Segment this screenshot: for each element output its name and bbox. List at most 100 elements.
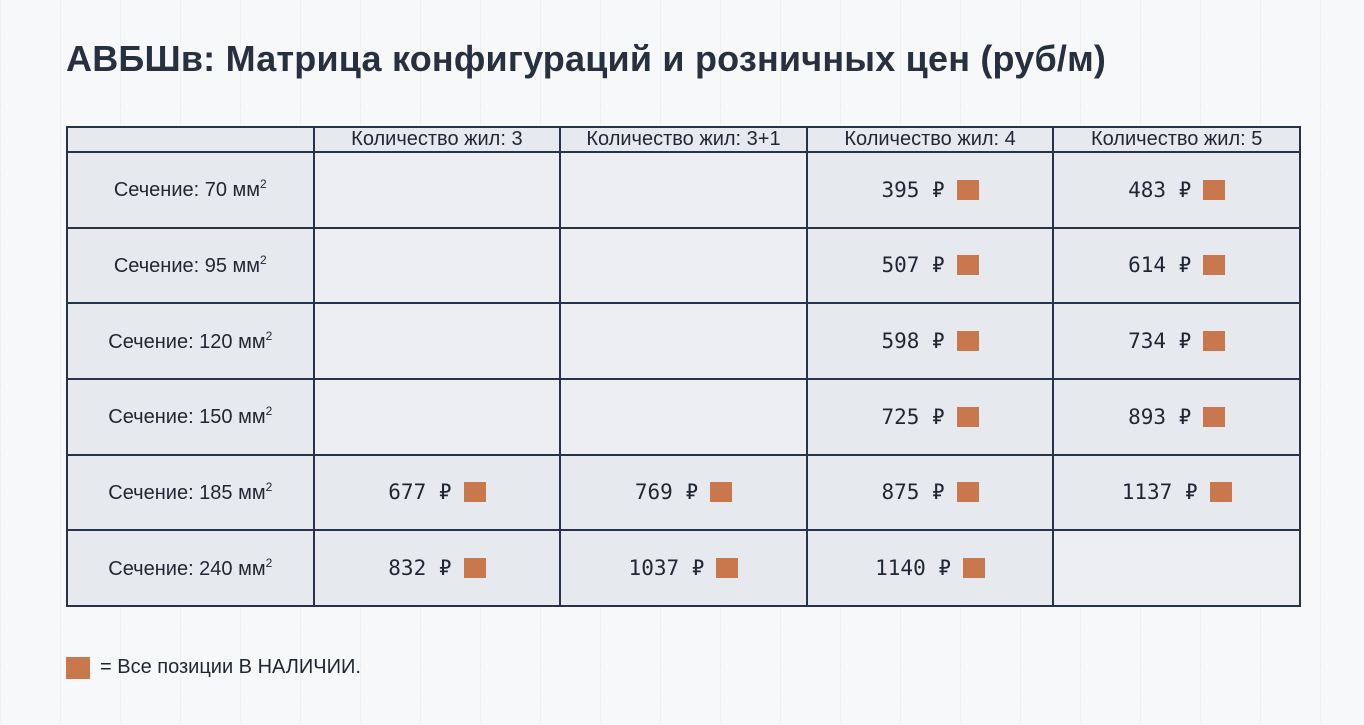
row-header-label: Сечение: 120 мм xyxy=(108,330,266,353)
price-text: 893 ₽ xyxy=(1128,404,1192,429)
price-cell: 483 ₽ xyxy=(1052,151,1301,229)
row-header-superscript: 2 xyxy=(265,328,273,343)
in-stock-square-icon xyxy=(956,482,979,503)
in-stock-square-icon xyxy=(710,482,733,503)
row-header: Сечение: 95 мм2 xyxy=(66,226,315,305)
price-cell: 614 ₽ xyxy=(1052,226,1301,305)
in-stock-square-icon xyxy=(1209,482,1232,503)
in-stock-square-icon xyxy=(1203,255,1226,276)
price-cell: 1137 ₽ xyxy=(1052,453,1301,532)
legend: = Все позиции В НАЛИЧИИ. xyxy=(66,656,361,679)
price-cell: 507 ₽ xyxy=(805,226,1055,305)
price-value-group: 832 ₽ xyxy=(388,556,486,580)
price-text: 875 ₽ xyxy=(881,480,945,505)
price-text: 598 ₽ xyxy=(881,329,945,354)
in-stock-square-icon xyxy=(956,255,979,276)
row-header-label: Сечение: 185 мм xyxy=(108,481,266,504)
row-header-superscript: 2 xyxy=(265,555,273,570)
in-stock-square-icon xyxy=(956,331,979,352)
row-header-superscript: 2 xyxy=(260,252,267,267)
price-value-group: 1140 ₽ xyxy=(875,556,985,580)
price-value-group: 734 ₽ xyxy=(1128,329,1226,354)
in-stock-square-icon xyxy=(963,558,985,579)
row-header-label: Сечение: 95 мм xyxy=(113,254,261,277)
table-row: Сечение: 95 мм2 507 ₽ 614 ₽ xyxy=(66,226,1301,305)
price-matrix-table: Количество жил: 3 Количество жил: 3+1 Ко… xyxy=(66,126,1301,607)
row-header-label: Сечение: 150 мм xyxy=(108,406,266,429)
in-stock-square-icon xyxy=(956,179,979,200)
price-value-group: 483 ₽ xyxy=(1128,177,1226,202)
price-cell: 598 ₽ xyxy=(805,302,1055,380)
row-header-superscript: 2 xyxy=(265,479,273,494)
price-value-group: 1037 ₽ xyxy=(629,556,739,580)
price-text: 507 ₽ xyxy=(881,253,945,278)
row-header: Сечение: 70 мм2 xyxy=(66,151,315,229)
table-row: Сечение: 150 мм2 725 ₽ 893 ₽ xyxy=(66,377,1301,456)
price-cell: 832 ₽ xyxy=(312,529,562,607)
price-text: 395 ₽ xyxy=(881,177,945,202)
in-stock-square-icon xyxy=(66,656,90,679)
price-value-group: 395 ₽ xyxy=(881,177,979,202)
column-header: Количество жил: 3 xyxy=(312,126,562,153)
row-header-superscript: 2 xyxy=(265,404,273,419)
row-header-label: Сечение: 240 мм xyxy=(108,557,266,580)
price-value-group: 1137 ₽ xyxy=(1122,480,1232,504)
in-stock-square-icon xyxy=(716,558,739,579)
in-stock-square-icon xyxy=(463,482,486,503)
unavailable-cell xyxy=(559,302,808,380)
unavailable-cell xyxy=(312,377,562,456)
row-header: Сечение: 185 мм2 xyxy=(66,453,315,532)
price-value-group: 614 ₽ xyxy=(1128,253,1226,278)
price-cell: 677 ₽ xyxy=(312,453,562,532)
price-cell: 395 ₽ xyxy=(805,151,1055,229)
price-text: 1037 ₽ xyxy=(628,556,705,581)
unavailable-cell xyxy=(1052,529,1301,607)
unavailable-cell xyxy=(312,226,562,305)
in-stock-square-icon xyxy=(463,558,486,579)
column-header: Количество жил: 4 xyxy=(805,126,1055,153)
in-stock-square-icon xyxy=(956,406,979,427)
corner-cell xyxy=(66,126,315,153)
in-stock-square-icon xyxy=(1203,406,1226,427)
price-text: 677 ₽ xyxy=(388,480,452,505)
price-text: 1140 ₽ xyxy=(875,556,951,581)
in-stock-square-icon xyxy=(1203,179,1226,200)
price-text: 483 ₽ xyxy=(1128,177,1192,202)
price-cell: 734 ₽ xyxy=(1052,302,1301,380)
price-value-group: 769 ₽ xyxy=(634,480,733,505)
price-value-group: 507 ₽ xyxy=(881,253,979,278)
price-text: 734 ₽ xyxy=(1128,329,1192,354)
table-row: Сечение: 70 мм2 395 ₽ 483 ₽ xyxy=(66,151,1301,229)
price-cell: 769 ₽ xyxy=(559,453,808,532)
row-header: Сечение: 150 мм2 xyxy=(66,377,315,456)
row-header-superscript: 2 xyxy=(260,177,267,192)
price-cell: 1140 ₽ xyxy=(805,529,1055,607)
price-text: 1137 ₽ xyxy=(1121,480,1198,505)
price-value-group: 875 ₽ xyxy=(881,480,979,505)
price-value-group: 893 ₽ xyxy=(1128,404,1226,429)
legend-text: = Все позиции В НАЛИЧИИ. xyxy=(100,656,361,678)
page-title: АВБШв: Матрица конфигураций и розничных … xyxy=(66,38,1107,79)
price-cell: 893 ₽ xyxy=(1052,377,1301,456)
price-cell: 1037 ₽ xyxy=(559,529,808,607)
price-text: 614 ₽ xyxy=(1128,253,1192,278)
price-text: 769 ₽ xyxy=(634,480,699,505)
table-row: Сечение: 120 мм2 598 ₽ 734 ₽ xyxy=(66,302,1301,380)
unavailable-cell xyxy=(559,226,808,305)
unavailable-cell xyxy=(559,151,808,229)
column-header: Количество жил: 5 xyxy=(1052,126,1301,153)
price-value-group: 677 ₽ xyxy=(388,480,486,505)
table-row: Сечение: 240 мм2 832 ₽ 1037 ₽ 1140 ₽ xyxy=(66,529,1301,607)
price-value-group: 725 ₽ xyxy=(881,404,979,429)
column-header: Количество жил: 3+1 xyxy=(559,126,808,153)
price-text: 725 ₽ xyxy=(881,404,945,429)
in-stock-square-icon xyxy=(1203,331,1226,352)
price-cell: 725 ₽ xyxy=(805,377,1055,456)
row-header: Сечение: 240 мм2 xyxy=(66,529,315,607)
unavailable-cell xyxy=(312,151,562,229)
table-header-row: Количество жил: 3 Количество жил: 3+1 Ко… xyxy=(66,126,1301,153)
price-cell: 875 ₽ xyxy=(805,453,1055,532)
row-header: Сечение: 120 мм2 xyxy=(66,302,315,380)
unavailable-cell xyxy=(559,377,808,456)
table-row: Сечение: 185 мм2 677 ₽ 769 ₽ 875 ₽ 1137 ₽ xyxy=(66,453,1301,532)
